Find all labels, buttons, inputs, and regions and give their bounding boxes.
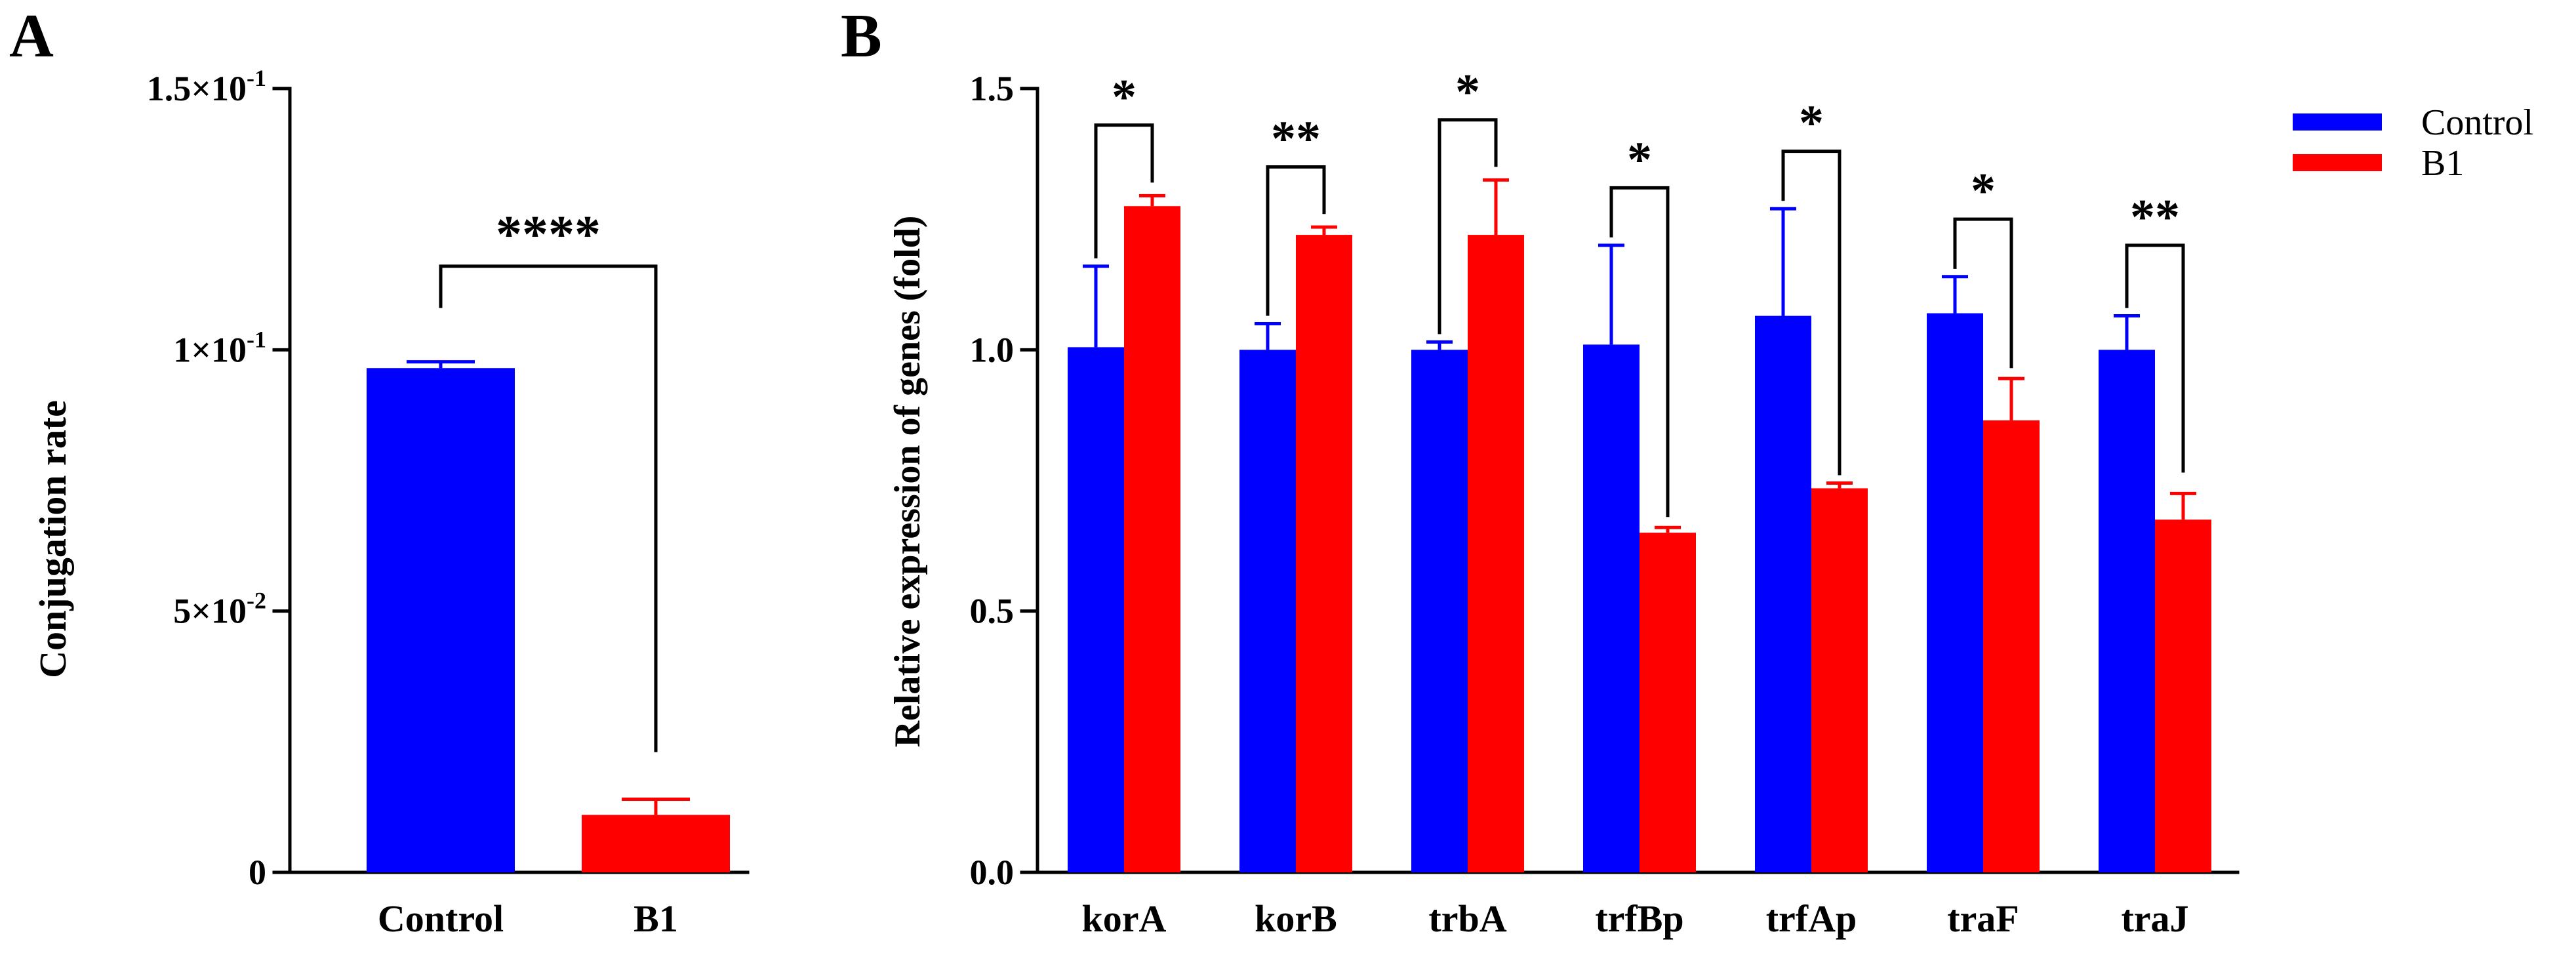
x-tick-label-control: Control	[378, 897, 504, 940]
panel-a-y-tick-label: 5×10-2	[173, 588, 266, 631]
bar-kora-control	[1068, 347, 1124, 872]
significance-bracket-trba	[1438, 118, 1498, 335]
bar-kora-b1	[1124, 206, 1180, 872]
legend-label-control: Control	[2421, 102, 2533, 143]
significance-stars-trfap: *	[1799, 96, 1824, 151]
bar-traj-b1	[2155, 519, 2211, 872]
bar-trfbp-control	[1583, 344, 1640, 872]
panel-a-y-tick-label: 1×10-1	[173, 326, 266, 369]
significance-stars-trfbp: *	[1627, 132, 1652, 187]
x-tick-label-trba: trbA	[1428, 897, 1506, 940]
bar-trfbp-b1	[1640, 533, 1696, 872]
legend-swatch-control	[2293, 113, 2382, 131]
significance-stars-kora: *	[1112, 70, 1137, 125]
panel-b-y-tick-label: 0.5	[970, 592, 1015, 631]
panel-a-y-axis-label: Conjugation rate	[31, 400, 74, 678]
x-tick-label-kora: korA	[1082, 897, 1167, 940]
legend-swatch-b1	[2293, 154, 2382, 171]
panel-a-y-tick-label: 0	[249, 853, 266, 892]
x-tick-label-trfbp: trfBp	[1595, 897, 1683, 940]
panel-b-y-axis-label: Relative expression of genes (fold)	[887, 216, 928, 748]
significance-stars-trba: *	[1455, 64, 1480, 119]
significance-stars: ****	[496, 206, 601, 264]
bar-trba-b1	[1468, 235, 1524, 873]
significance-stars-traj: **	[2130, 190, 2180, 245]
panel-b-y-tick-label: 1.0	[970, 330, 1015, 369]
bar-traf-control	[1927, 313, 1983, 873]
panel-a-y-ticks: 0 5×10-2 1×10-1 1.5×10-1	[147, 65, 292, 892]
significance-bracket-trfap	[1781, 150, 1841, 476]
panel-b-label: B	[841, 2, 882, 70]
bar-trba-control	[1411, 350, 1468, 872]
x-tick-label-traf: traF	[1947, 897, 2019, 940]
significance-bracket-korb	[1266, 165, 1326, 316]
panel-b: B Relative expression of genes (fold) 0.…	[841, 2, 2533, 940]
x-tick-label-traj: traJ	[2121, 897, 2188, 940]
panel-a-x-tick-labels: Control B1	[378, 897, 678, 940]
bar-trfap-b1	[1811, 488, 1868, 872]
significance-bracket-traj	[2125, 243, 2185, 473]
panel-a-y-tick-label: 1.5×10-1	[147, 65, 266, 108]
panel-b-y-tick-label: 0.0	[970, 853, 1015, 892]
panel-b-y-ticks: 0.0 0.5 1.0 1.5	[970, 69, 1039, 892]
bar-trfap-control	[1755, 315, 1811, 872]
bar-korb-b1	[1296, 235, 1352, 873]
x-tick-label-trfap: trfAp	[1766, 897, 1857, 940]
bar-traf-b1	[1983, 420, 2040, 872]
significance-bracket	[439, 264, 658, 752]
bar-control	[367, 368, 515, 872]
panel-b-y-tick-label: 1.5	[970, 69, 1015, 108]
panel-a-significance: ****	[439, 206, 658, 752]
significance-bracket-traf	[1953, 217, 2013, 369]
panel-a: A Conjugation rate 0 5×10-2 1×10-1 1.5×10-1…	[9, 2, 750, 940]
legend-label-b1: B1	[2421, 143, 2464, 184]
x-tick-label-b1: B1	[634, 897, 678, 940]
panel-b-x-tick-labels: korA korB trbA trfBp trfAp traF traJ	[1082, 897, 2189, 940]
significance-bracket-kora	[1094, 123, 1154, 258]
bar-traj-control	[2099, 350, 2155, 872]
panel-b-bars	[1068, 178, 2211, 873]
panel-a-label: A	[9, 2, 54, 70]
bar-b1	[582, 815, 730, 872]
x-tick-label-korb: korB	[1255, 897, 1337, 940]
significance-stars-traf: *	[1971, 163, 1996, 218]
significance-stars-korb: **	[1271, 112, 1321, 167]
panel-b-significance: ******* **	[1094, 64, 2185, 518]
panel-a-bars	[367, 360, 730, 872]
bar-korb-control	[1239, 350, 1296, 872]
significance-bracket-trfbp	[1609, 186, 1670, 518]
